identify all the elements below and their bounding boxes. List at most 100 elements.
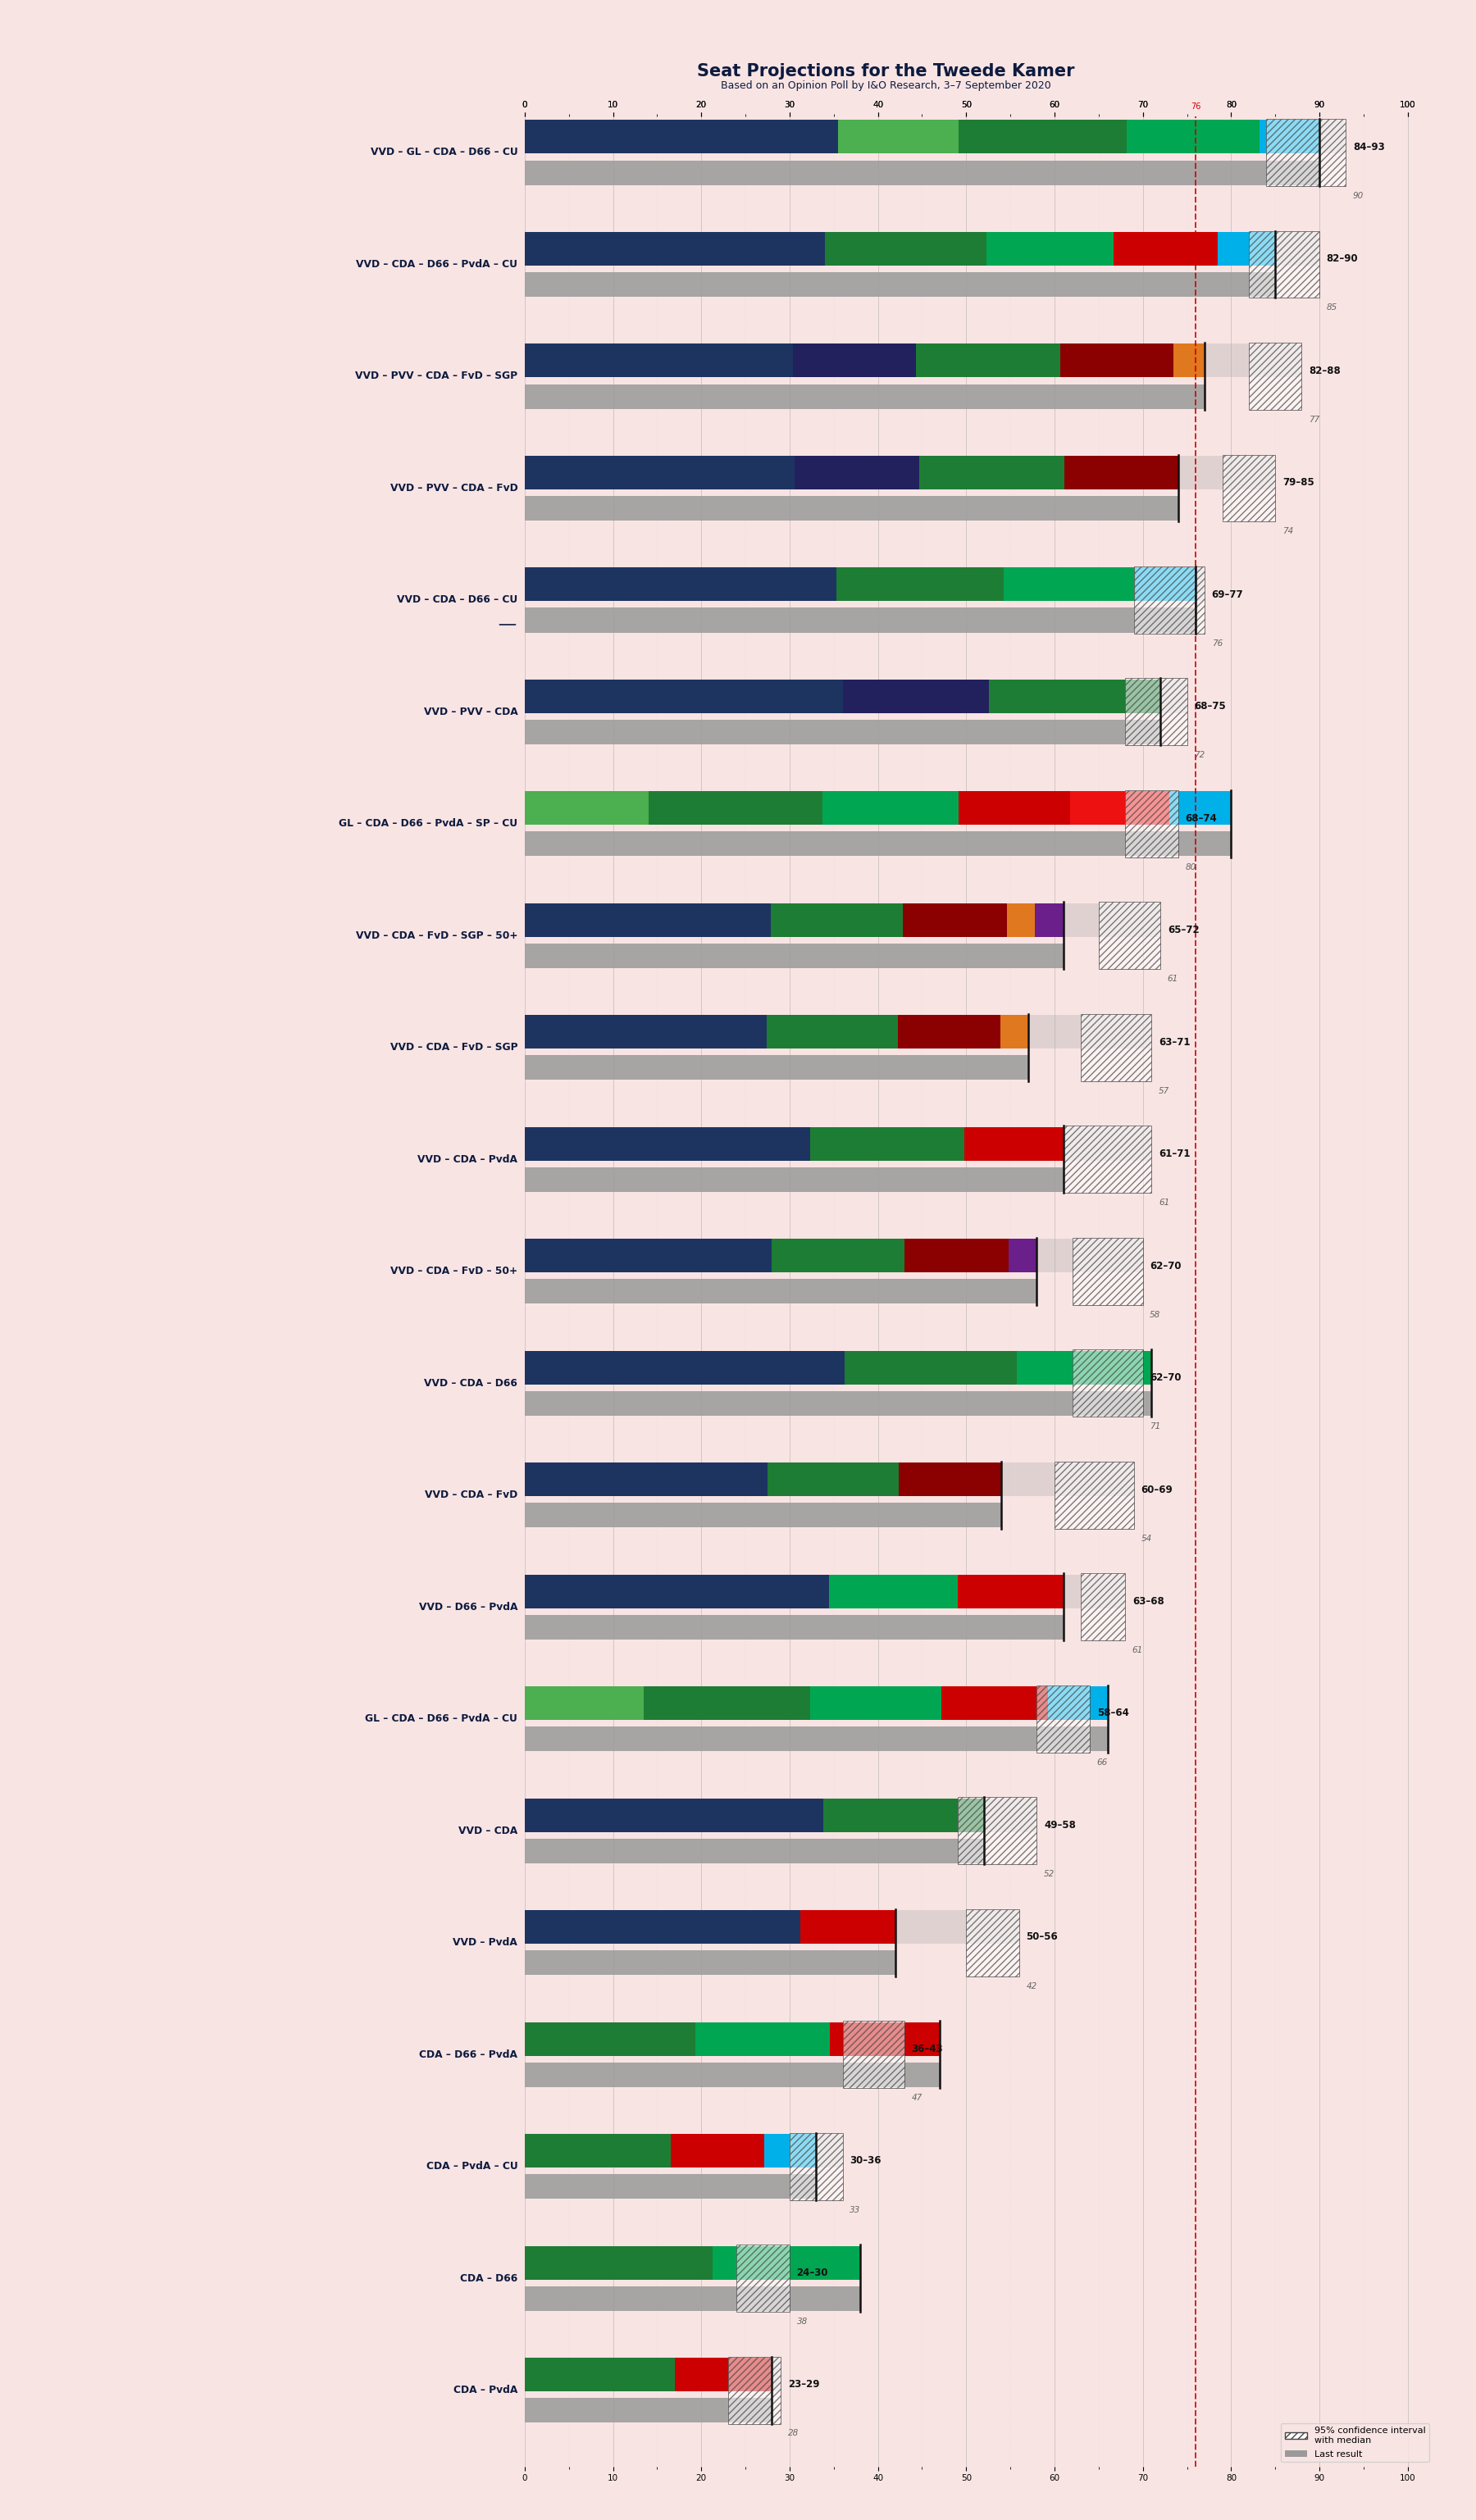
Bar <box>525 1462 768 1497</box>
Bar <box>1072 1351 1142 1416</box>
Text: VVD – GL – CDA – D66 – CU: VVD – GL – CDA – D66 – CU <box>370 146 518 159</box>
Bar <box>1266 118 1346 186</box>
Text: 63–71: 63–71 <box>1159 1036 1190 1048</box>
Bar <box>525 791 648 824</box>
Bar <box>525 1726 1107 1751</box>
Bar <box>525 1126 1151 1162</box>
Bar <box>772 1240 905 1273</box>
Text: 90: 90 <box>1353 192 1364 199</box>
Text: VVD – CDA – D66 – CU: VVD – CDA – D66 – CU <box>397 595 518 605</box>
Bar <box>525 1280 1036 1303</box>
Bar <box>525 902 770 937</box>
Bar <box>644 1686 810 1721</box>
Bar <box>794 456 920 489</box>
Text: CDA – PvdA: CDA – PvdA <box>453 2384 518 2397</box>
Bar <box>525 2359 781 2391</box>
Bar <box>525 2134 843 2167</box>
Text: 69–77: 69–77 <box>1212 590 1243 600</box>
Bar <box>525 1280 1036 1303</box>
Text: 61: 61 <box>1168 975 1178 983</box>
Bar <box>525 161 1320 184</box>
Bar <box>1080 1572 1125 1641</box>
Bar <box>525 607 1196 633</box>
Bar <box>525 232 1320 265</box>
Bar <box>822 791 958 824</box>
Bar <box>843 2021 905 2089</box>
Bar <box>1054 1462 1134 1530</box>
Bar <box>1169 791 1231 824</box>
Text: 61–71: 61–71 <box>1159 1149 1190 1159</box>
Bar <box>1008 1240 1036 1273</box>
Bar <box>525 496 1178 522</box>
Text: CDA – D66 – PvdA: CDA – D66 – PvdA <box>419 2049 518 2059</box>
Bar <box>525 1126 810 1162</box>
Text: 58: 58 <box>1150 1310 1160 1318</box>
Bar <box>525 1502 1002 1527</box>
Bar <box>525 1686 1089 1721</box>
Text: GL – CDA – D66 – PvdA – CU: GL – CDA – D66 – PvdA – CU <box>365 1714 518 1724</box>
Bar <box>1017 1351 1151 1383</box>
Bar <box>525 1240 1142 1273</box>
Bar <box>525 2175 816 2200</box>
Bar <box>1249 232 1320 297</box>
Text: 62–70: 62–70 <box>1150 1260 1181 1270</box>
Bar <box>525 343 1302 378</box>
Bar <box>1004 567 1137 602</box>
Bar <box>525 1351 844 1383</box>
Bar <box>1098 902 1160 970</box>
Bar <box>967 1910 1020 1976</box>
Bar <box>824 1799 984 1832</box>
Bar <box>525 1799 824 1832</box>
Text: 61: 61 <box>1159 1200 1169 1207</box>
Bar <box>1072 1237 1142 1305</box>
Bar <box>958 1797 1036 1865</box>
Bar <box>967 1910 1020 1976</box>
Text: 76: 76 <box>1191 103 1201 111</box>
Text: 42: 42 <box>1026 1981 1038 1991</box>
Bar <box>838 121 958 154</box>
Bar <box>1125 678 1187 746</box>
Bar <box>525 2286 861 2311</box>
Bar <box>525 2399 772 2422</box>
Bar <box>790 2132 843 2200</box>
Text: 54: 54 <box>1141 1535 1151 1542</box>
Bar <box>958 791 1070 824</box>
Text: 80: 80 <box>1185 862 1196 872</box>
Bar <box>525 2021 905 2056</box>
Bar <box>1222 454 1275 522</box>
Bar <box>1137 567 1196 602</box>
Bar <box>525 121 1346 154</box>
Bar <box>713 2245 861 2281</box>
Bar <box>844 1351 1017 1383</box>
Text: 60–69: 60–69 <box>1141 1484 1173 1494</box>
Bar <box>1080 1013 1151 1081</box>
Bar <box>1072 1237 1142 1305</box>
Bar <box>1098 902 1160 970</box>
Text: VVD – CDA – FvD: VVD – CDA – FvD <box>425 1489 518 1499</box>
Bar <box>670 2134 765 2167</box>
Text: 68–75: 68–75 <box>1194 701 1225 711</box>
Bar <box>1035 902 1063 937</box>
Bar <box>765 2134 816 2167</box>
Bar <box>1125 791 1178 857</box>
Text: 85: 85 <box>1327 302 1337 312</box>
Bar <box>695 2021 830 2056</box>
Text: 63–68: 63–68 <box>1132 1595 1165 1608</box>
Text: VVD – CDA – FvD – SGP: VVD – CDA – FvD – SGP <box>390 1043 518 1053</box>
Bar <box>525 496 1178 522</box>
Bar <box>1126 121 1259 154</box>
Bar <box>525 1016 1151 1048</box>
Bar <box>989 680 1160 713</box>
Text: VVD – D66 – PvdA: VVD – D66 – PvdA <box>419 1603 518 1613</box>
Bar <box>810 1126 964 1162</box>
Bar <box>525 942 1063 968</box>
Bar <box>899 1462 1002 1497</box>
Bar <box>525 272 1275 297</box>
Bar <box>525 2061 940 2087</box>
Bar <box>525 680 1187 713</box>
Bar <box>768 1016 897 1048</box>
Bar <box>1007 902 1035 937</box>
Bar <box>1125 678 1187 746</box>
Bar <box>958 1797 1036 1865</box>
Bar <box>1036 1686 1089 1751</box>
